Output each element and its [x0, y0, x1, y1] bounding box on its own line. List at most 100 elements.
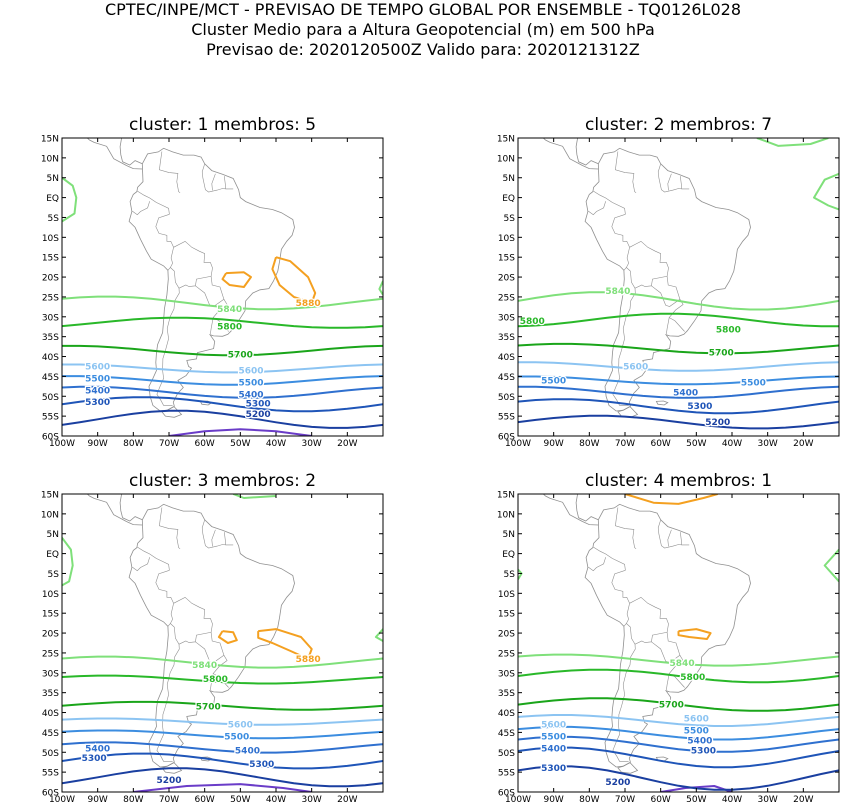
contour-label-5400: 5400 [85, 386, 110, 396]
y-tick-label: 25S [42, 293, 59, 303]
map-frame [517, 137, 840, 437]
y-tick-label: 45S [498, 373, 515, 383]
x-tick-label: 20W [793, 795, 813, 803]
x-tick-label: 90W [87, 795, 107, 803]
contour-label-5700: 5700 [196, 703, 221, 713]
contour-ring [62, 176, 78, 223]
country-border [155, 570, 174, 627]
y-tick-label: 5N [503, 530, 515, 540]
x-tick-label: 70W [615, 795, 635, 803]
contour-5300 [62, 752, 383, 770]
y-tick-label: 20S [42, 274, 59, 284]
contour-label-5700: 5700 [709, 349, 734, 359]
country-border [173, 240, 213, 289]
y-tick-label: EQ [502, 194, 515, 204]
y-tick-label: 10N [497, 154, 515, 164]
contour-label-5800: 5800 [217, 323, 242, 333]
country-border [224, 532, 226, 545]
country-border [155, 214, 174, 271]
x-tick-label: 100W [49, 439, 75, 449]
x-tick-label: 50W [230, 795, 250, 803]
country-border [156, 267, 180, 406]
country-border [668, 655, 685, 688]
country-border [666, 317, 670, 334]
x-tick-label: 80W [579, 795, 599, 803]
tierra-del-fuego [161, 762, 183, 774]
cluster-panel-3: cluster: 3 membros: 2 5880 5840 5800 5700 560… [41, 471, 384, 803]
contour-5600 [62, 363, 383, 374]
contour-5500 [62, 729, 383, 740]
y-tick-label: 25S [498, 293, 515, 303]
contour-5400 [62, 741, 383, 754]
y-tick-label: 10S [42, 234, 59, 244]
south-america-coast [584, 147, 751, 412]
y-tick-label: 40S [42, 709, 59, 719]
country-border [611, 570, 630, 627]
country-border [667, 529, 672, 547]
contour-label-5700: 5700 [659, 701, 684, 711]
country-border [680, 176, 682, 189]
contour-label-5300: 5300 [85, 398, 110, 408]
y-tick-label: 40S [498, 709, 515, 719]
x-tick-label: 90W [87, 439, 107, 449]
y-tick-label: 25S [498, 649, 515, 659]
country-border [667, 173, 672, 191]
country-border [593, 190, 626, 215]
central-america-coast [575, 138, 599, 166]
y-tick-label: 55S [42, 769, 59, 779]
contour-5880 [624, 494, 718, 505]
contour-label-5200: 5200 [246, 410, 271, 420]
country-border [615, 507, 637, 550]
contour-ring [813, 172, 839, 211]
y-tick-label: 50S [498, 393, 515, 403]
y-tick-label: 35S [42, 333, 59, 343]
y-tick-label: 60S [42, 789, 59, 799]
contour-5840 [62, 295, 383, 311]
x-tick-label: 20W [793, 439, 813, 449]
x-tick-label: 100W [49, 795, 75, 803]
contour-lines [62, 176, 383, 436]
contour-label-5800: 5800 [680, 673, 705, 683]
contour-5840 [518, 291, 839, 311]
x-tick-label: 60W [650, 795, 670, 803]
contour-5700 [518, 697, 839, 712]
contour-label-5500: 5500 [541, 732, 566, 742]
central-america-coast-west [542, 138, 599, 170]
y-tick-label: 5S [504, 214, 516, 224]
country-border [651, 276, 681, 307]
country-border [629, 240, 669, 289]
y-tick-label: 45S [42, 729, 59, 739]
contour-label-5400: 5400 [687, 736, 712, 746]
x-tick-label: 90W [543, 439, 563, 449]
contour-5300 [518, 746, 839, 769]
contour-5800 [62, 316, 383, 329]
y-tick-label: 30S [42, 669, 59, 679]
country-border [615, 151, 637, 194]
panel-title: cluster: 2 membros: 7 [585, 115, 772, 135]
country-border [611, 214, 630, 271]
y-tick-label: 40S [42, 353, 59, 363]
contour-5800 [518, 668, 839, 684]
country-border [657, 519, 690, 549]
contour-label-5840: 5840 [217, 305, 242, 315]
panel-title: cluster: 4 membros: 1 [585, 471, 772, 491]
y-tick-label: 50S [42, 749, 59, 759]
x-tick-label: 90W [543, 795, 563, 803]
tierra-del-fuego [161, 406, 183, 418]
contour-label-5600: 5600 [684, 714, 709, 724]
map-frame [61, 137, 384, 437]
contour-5200 [62, 409, 383, 429]
x-tick-label: 40W [266, 439, 286, 449]
contour-label-5300: 5300 [541, 764, 566, 774]
y-tick-label: 55S [498, 769, 515, 779]
country-border [651, 632, 681, 663]
contour-label-5400: 5400 [541, 744, 566, 754]
contour-label-5840: 5840 [192, 661, 217, 671]
country-border [629, 596, 669, 645]
contour-5700 [62, 344, 383, 357]
header-line-2: Cluster Medio para a Altura Geopotencial… [191, 20, 655, 39]
contour-label-5800: 5800 [520, 317, 545, 327]
contour-lines [518, 494, 839, 792]
contour-5840 [518, 653, 839, 667]
map-frame [61, 493, 384, 793]
